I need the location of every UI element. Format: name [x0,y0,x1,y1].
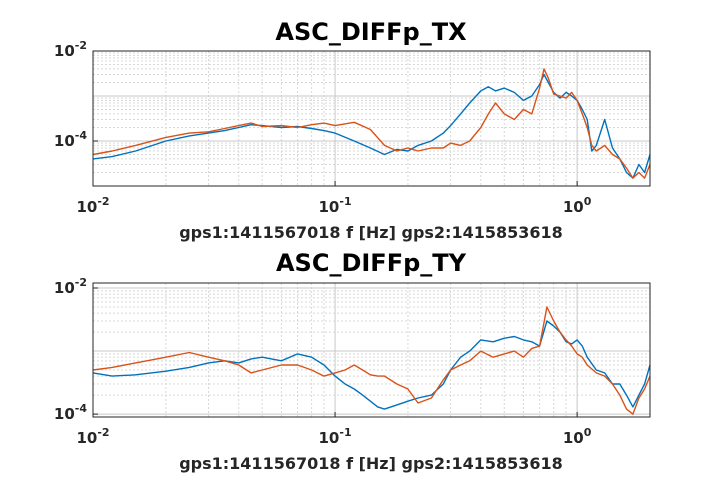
chart-tx-series [92,68,651,179]
series-line-2 [92,306,651,415]
chart-tx-axes-box [92,50,651,187]
plot-area [93,51,650,186]
y-tick-label: 10-4 [54,129,87,150]
series-line-2 [92,68,651,179]
y-tick-label: 10-4 [54,402,87,423]
y-tick-label: 10-2 [54,39,87,60]
x-tick-label: 10-1 [319,195,352,216]
chart-tx-ticks: 10-2 10-1 100 10-4 10-2 [54,39,592,216]
x-tick-label: 10-2 [76,426,109,447]
chart-tx-title: ASC_DIFFp_TX [275,18,467,46]
chart-ty: ASC_DIFFp_TY 10-2 10-1 100 10-4 10-2 gps1:14… [54,249,651,473]
x-tick-label: 100 [563,195,592,216]
chart-ty-ticks: 10-2 10-1 100 10-4 10-2 [54,276,592,447]
chart-tx-grid [92,50,651,187]
chart-tx: ASC_DIFFp_TX 10-2 10-1 100 10-4 10-2 gps1:14… [54,18,651,242]
chart-ty-axes-box [92,282,651,418]
x-tick-label: 10-1 [319,426,352,447]
chart-ty-title: ASC_DIFFp_TY [276,249,467,277]
chart-tx-xlabel: gps1:1411567018 f [Hz] gps2:1415853618 [179,223,563,242]
chart-ty-series [92,306,651,415]
x-tick-label: 10-2 [76,195,109,216]
x-tick-label: 100 [563,426,592,447]
chart-ty-grid [92,283,651,418]
y-tick-label: 10-2 [54,276,87,297]
chart-ty-xlabel: gps1:1411567018 f [Hz] gps2:1415853618 [179,454,563,473]
